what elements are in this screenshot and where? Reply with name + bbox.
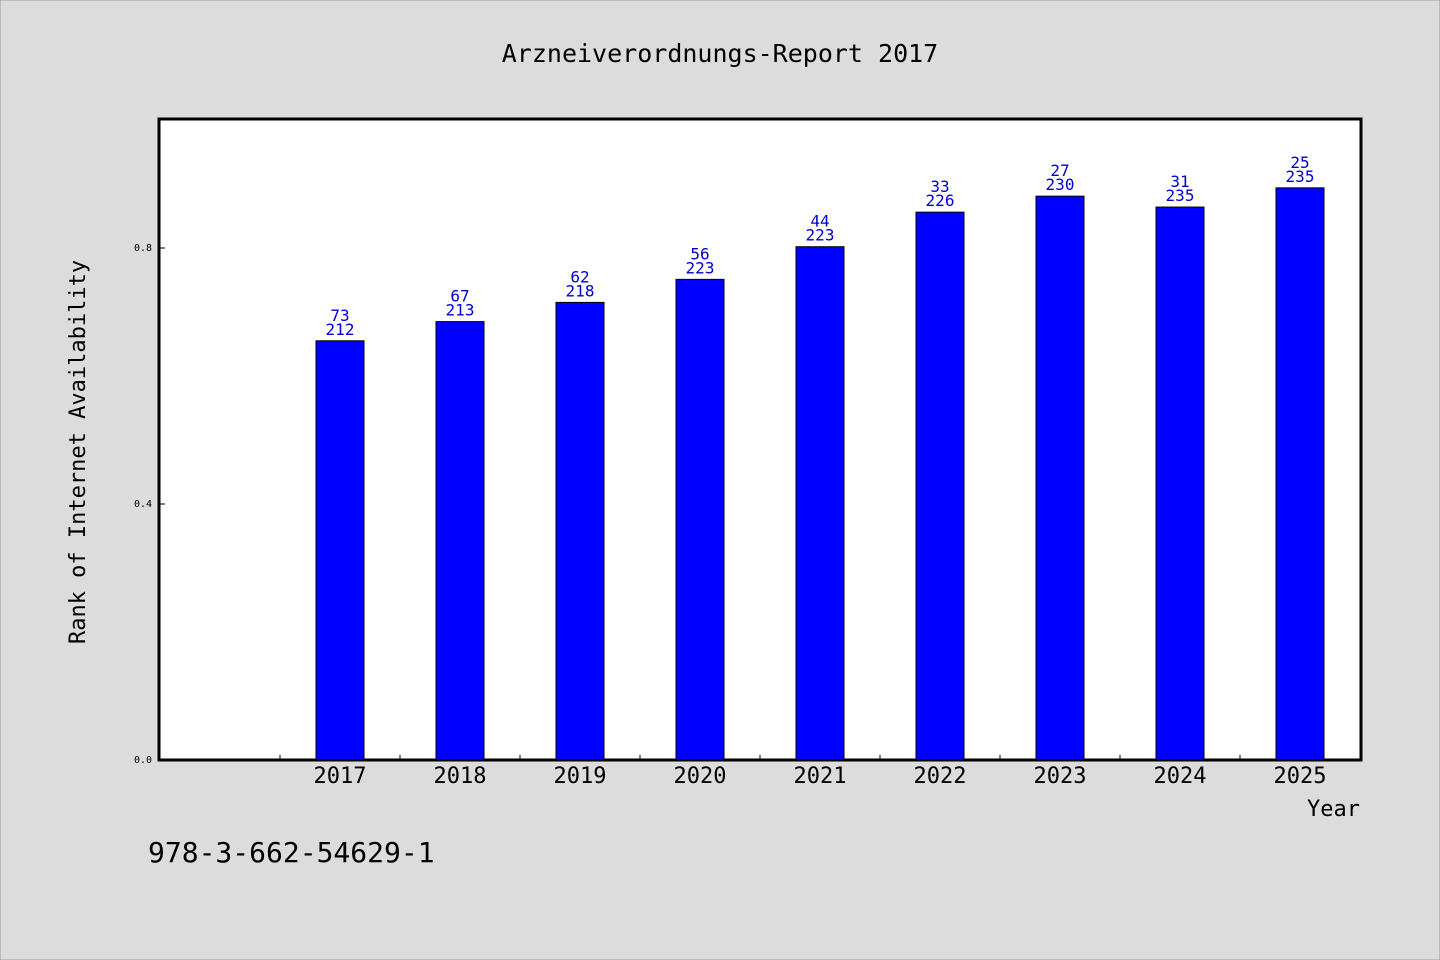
bar-total-label-2022: 226 — [926, 191, 955, 210]
x-tick-label-2019: 2019 — [554, 764, 607, 789]
x-tick-label-2024: 2024 — [1154, 764, 1207, 789]
x-tick-label-2020: 2020 — [674, 764, 727, 789]
bars-group — [315, 187, 1325, 761]
bar-rank-label-2020: 56 — [690, 244, 709, 263]
bar-total-label-2024: 235 — [1166, 186, 1195, 205]
bar-total-label-2017: 212 — [326, 320, 355, 339]
bar-2017 — [315, 340, 365, 761]
bar-total-label-2021: 223 — [806, 226, 835, 245]
bar-rank-label-2018: 67 — [450, 287, 469, 306]
isbn-footer: 978-3-662-54629-1 — [148, 836, 435, 869]
chart-title: Arzneiverordnungs-Report 2017 — [502, 39, 939, 68]
x-tick-label-2022: 2022 — [914, 764, 967, 789]
bar-total-label-2020: 223 — [686, 258, 715, 277]
y-tick-label: 0.4 — [134, 499, 152, 510]
bar-total-label-2018: 213 — [446, 301, 475, 320]
x-axis-ticks: 2017 2018 2019 2020 2021 2022 2023 2024 2025 — [279, 755, 1361, 789]
x-tick-label-2018: 2018 — [434, 764, 487, 789]
bar-2021 — [795, 246, 845, 761]
x-tick-label-2017: 2017 — [314, 764, 367, 789]
x-axis-label: Year — [1307, 797, 1360, 822]
bar-total-label-2023: 230 — [1046, 175, 1075, 194]
bar-2020 — [675, 278, 725, 761]
bar-rank-label-2023: 27 — [1050, 161, 1069, 180]
bar-2019 — [555, 301, 605, 761]
bar-2025 — [1275, 187, 1325, 761]
bar-2018 — [435, 321, 485, 761]
x-tick-label-2021: 2021 — [794, 764, 847, 789]
y-axis-ticks: 0.0 0.4 0.8 — [134, 243, 165, 766]
bar-rank-label-2021: 44 — [810, 212, 829, 231]
bar-2023 — [1035, 195, 1085, 761]
bar-rank-label-2024: 31 — [1170, 172, 1189, 191]
bar-rank-label-2019: 62 — [570, 267, 589, 286]
bar-total-label-2025: 235 — [1286, 167, 1315, 186]
y-tick-label: 0.0 — [134, 755, 152, 766]
bar-total-label-2019: 218 — [566, 281, 595, 300]
bar-2022 — [915, 211, 965, 761]
bar-2024 — [1155, 206, 1205, 761]
bar-rank-label-2025: 25 — [1290, 153, 1309, 172]
bar-rank-label-2022: 33 — [930, 177, 949, 196]
x-tick-label-2023: 2023 — [1034, 764, 1087, 789]
x-tick-label-2025: 2025 — [1274, 764, 1327, 789]
y-tick-label: 0.8 — [134, 243, 152, 254]
bar-rank-label-2017: 73 — [330, 306, 349, 325]
y-axis-label: Rank of Internet Availability — [66, 260, 91, 644]
